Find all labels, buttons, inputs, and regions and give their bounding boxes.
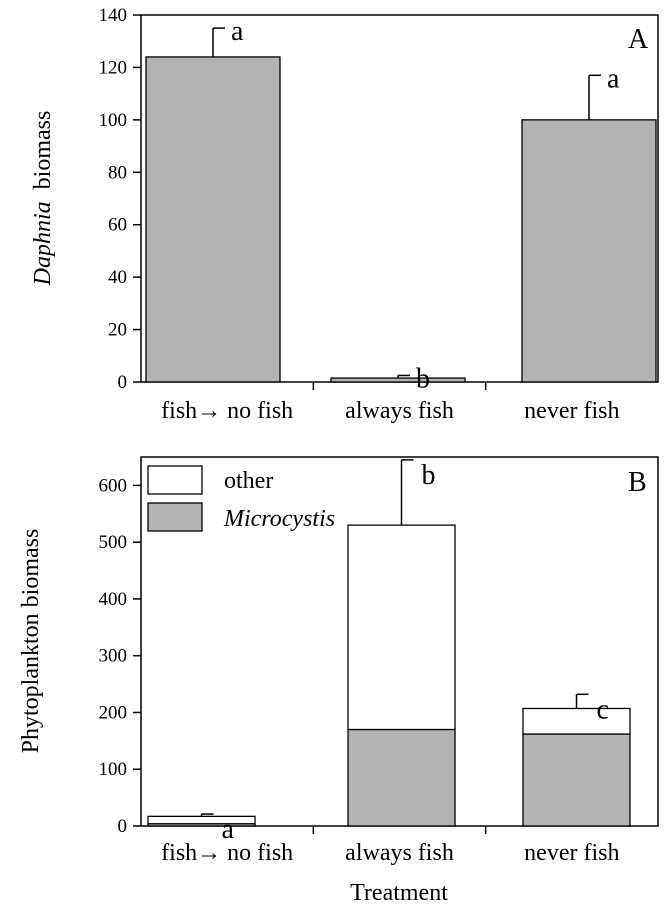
panel-a-y-tick-label: 140 bbox=[99, 5, 128, 26]
panel-b-bar-other bbox=[347, 524, 456, 731]
panel-b-bar-other bbox=[522, 707, 631, 735]
panel-b-y-tick-label: 600 bbox=[99, 475, 128, 496]
panel-b-bar-other bbox=[147, 815, 256, 825]
panel-b: 0 100 200 300 400 500 600 a b c fish→ no fish alw… bbox=[18, 456, 659, 866]
panel-a-bars bbox=[145, 56, 657, 383]
panel-a-significance-label: a bbox=[607, 63, 620, 94]
panel-a-significance-label: a bbox=[231, 16, 244, 47]
x-axis-title: Treatment bbox=[350, 880, 448, 906]
panel-a-bar bbox=[145, 56, 281, 383]
panel-b-letter: B bbox=[628, 467, 647, 498]
panel-b-legend: other Microcystis bbox=[147, 465, 335, 532]
panel-b-bar-microcystis bbox=[522, 733, 631, 827]
legend-label-other: other bbox=[224, 468, 273, 494]
panel-a-y-axis-title: Daphnia biomass bbox=[30, 111, 56, 287]
panel-b-category-label: fish→ no fish bbox=[161, 840, 293, 866]
panel-b-y-tick-label: 200 bbox=[99, 702, 128, 723]
panel-a-y-tick-label: 80 bbox=[108, 162, 127, 183]
panel-a: 0 20 40 60 80 100 120 140 a b a fish→ no fish alwa… bbox=[30, 5, 659, 424]
panel-b-x-ticks bbox=[312, 826, 487, 834]
panel-b-y-ticks: 0 100 200 300 400 500 600 bbox=[99, 475, 141, 837]
panel-b-bars bbox=[147, 524, 631, 827]
panel-a-y-tick-label: 60 bbox=[108, 215, 127, 236]
panel-a-y-tick-label: 100 bbox=[99, 110, 128, 131]
panel-b-category-label: always fish bbox=[345, 840, 454, 866]
panel-b-y-tick-label: 0 bbox=[118, 816, 128, 837]
panel-a-y-tick-label: 20 bbox=[108, 320, 127, 341]
legend-swatch-microcystis bbox=[147, 502, 203, 532]
panel-b-significance-labels: a b c bbox=[222, 460, 609, 845]
panel-b-significance-label: c bbox=[597, 694, 609, 725]
panel-b-bar-microcystis bbox=[347, 728, 456, 827]
panel-b-y-axis-title: Phytoplankton biomass bbox=[18, 529, 44, 754]
panel-a-y-tick-label: 0 bbox=[118, 372, 128, 393]
panel-a-category-label: fish→ no fish bbox=[161, 398, 293, 424]
panel-b-category-label: never fish bbox=[524, 840, 619, 866]
panel-b-error-bars bbox=[200, 459, 589, 817]
panel-a-y-tick-label: 40 bbox=[108, 267, 127, 288]
panel-b-y-tick-label: 400 bbox=[99, 589, 128, 610]
panel-b-category-labels: fish→ no fish always fish never fish bbox=[161, 840, 619, 866]
panel-a-category-label: never fish bbox=[524, 398, 619, 424]
panel-b-significance-label: a bbox=[222, 814, 235, 845]
panel-b-y-tick-label: 300 bbox=[99, 646, 128, 667]
panel-b-significance-label: b bbox=[422, 460, 436, 491]
panel-a-significance-label: b bbox=[416, 363, 430, 394]
panel-a-category-labels: fish→ no fish always fish never fish bbox=[161, 398, 619, 424]
panel-a-y-axis-title-italic: Daphnia bbox=[30, 201, 56, 286]
panel-b-y-tick-label: 100 bbox=[99, 759, 128, 780]
panel-a-error-bars bbox=[212, 27, 601, 379]
panel-a-x-ticks bbox=[312, 382, 487, 390]
panel-a-category-label: always fish bbox=[345, 398, 454, 424]
panel-a-letter: A bbox=[628, 24, 649, 55]
panel-a-bar bbox=[330, 377, 466, 383]
panel-a-bar bbox=[521, 119, 657, 383]
panel-a-y-tick-label: 120 bbox=[99, 57, 128, 78]
legend-label-microcystis: Microcystis bbox=[223, 506, 335, 532]
panel-a-significance-labels: a b a bbox=[231, 16, 620, 394]
panel-b-y-tick-label: 500 bbox=[99, 532, 128, 553]
panel-a-y-ticks: 0 20 40 60 80 100 120 140 bbox=[99, 5, 141, 393]
panel-a-y-axis-title-rest: biomass bbox=[30, 111, 56, 190]
legend-swatch-other bbox=[147, 465, 203, 495]
